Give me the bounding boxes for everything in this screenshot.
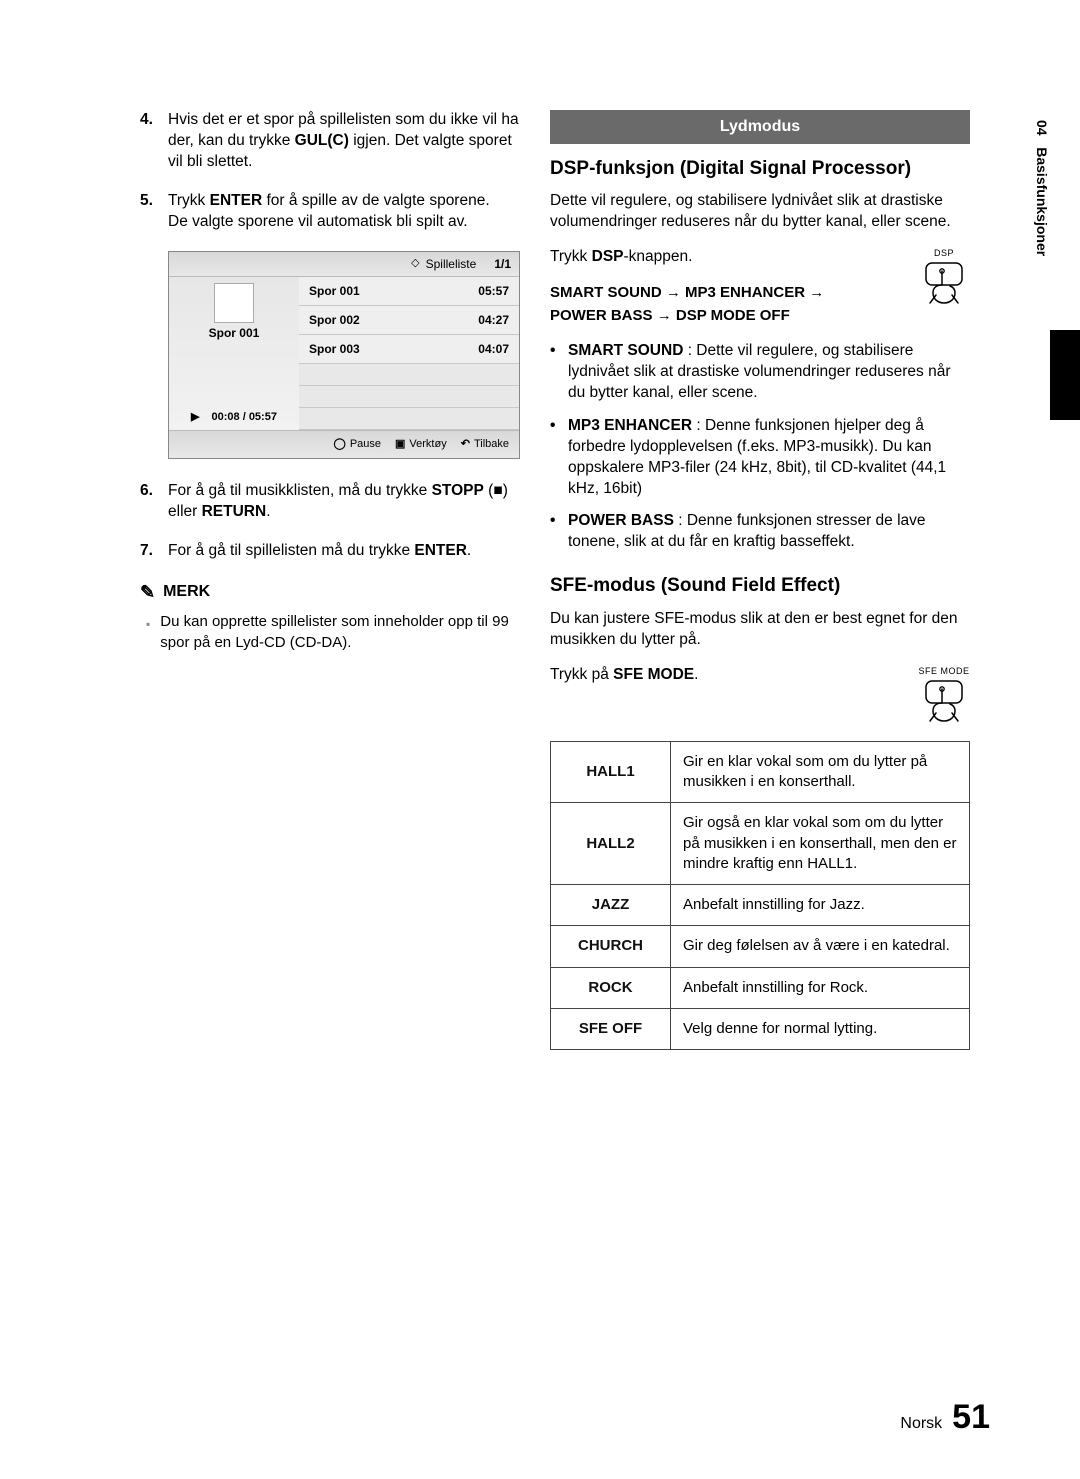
table-row: ROCKAnbefalt innstilling for Rock. — [551, 967, 970, 1008]
playlist-row: Spor 001 05:57 — [299, 277, 519, 306]
step-text: For å gå til spillelisten må du trykke E… — [168, 541, 520, 562]
back-hint: ↶Tilbake — [461, 437, 509, 452]
track-duration: 04:07 — [478, 341, 509, 357]
press-hand-icon — [918, 261, 970, 317]
mode-desc: Gir også en klar vokal som om du lytter … — [671, 803, 970, 885]
dsp-mode-item: SMART SOUND : Dette vil regulere, og sta… — [550, 341, 970, 404]
mode-key: ROCK — [551, 967, 671, 1008]
playlist-screenshot: ◇ Spilleliste 1/1 Spor 001 ▶ 00:08 / 05:… — [168, 251, 520, 460]
sfe-button-figure: SFE MODE — [918, 665, 970, 735]
mode-desc: Velg denne for normal lytting. — [671, 1008, 970, 1049]
table-row: HALL2Gir også en klar vokal som om du ly… — [551, 803, 970, 885]
step-4: 4. Hvis det er et spor på spillelisten s… — [140, 110, 520, 173]
note-icon: ✎ — [140, 580, 155, 604]
mode-desc: Gir en klar vokal som om du lytter på mu… — [671, 741, 970, 803]
playlist-row: Spor 002 04:27 — [299, 306, 519, 335]
mode-key: CHURCH — [551, 926, 671, 967]
side-black-tab — [1050, 330, 1080, 420]
track-name: Spor 002 — [309, 312, 360, 328]
mode-desc: Anbefalt innstilling for Rock. — [671, 967, 970, 1008]
step-number: 7. — [140, 541, 168, 562]
table-row: CHURCHGir deg følelsen av å være i en ka… — [551, 926, 970, 967]
step-5: 5. Trykk ENTER for å spille av de valgte… — [140, 191, 520, 233]
playlist-row-empty — [299, 408, 519, 430]
note-item: ▪ Du kan opprette spillelister som inneh… — [146, 612, 520, 653]
track-duration: 04:27 — [478, 312, 509, 328]
step-number: 6. — [140, 481, 168, 523]
dsp-button-label: DSP — [918, 247, 970, 259]
step-number: 4. — [140, 110, 168, 173]
page-number: 51 — [952, 1398, 990, 1437]
playlist-tracks: Spor 001 05:57 Spor 002 04:27 Spor 003 0… — [299, 277, 519, 431]
dsp-heading: DSP-funksjon (Digital Signal Processor) — [550, 156, 970, 182]
dsp-button-figure: DSP — [918, 247, 970, 317]
play-icon: ▶ — [191, 410, 199, 425]
footer-lang: Norsk — [900, 1415, 942, 1433]
playlist-footer: ◯Pause ▣Verktøy ↶Tilbake — [169, 430, 519, 458]
current-track: Spor 001 — [209, 325, 260, 341]
playlist-now-playing: Spor 001 ▶ 00:08 / 05:57 — [169, 277, 299, 431]
chapter-title: Basisfunksjoner — [1034, 147, 1050, 256]
track-name: Spor 001 — [309, 283, 360, 299]
playlist-row: Spor 003 04:07 — [299, 335, 519, 364]
step-number: 5. — [140, 191, 168, 233]
left-column: 4. Hvis det er et spor på spillelisten s… — [140, 110, 520, 1050]
mode-desc: Anbefalt innstilling for Jazz. — [671, 885, 970, 926]
playlist-icon: ◇ — [411, 256, 419, 271]
dsp-press: Trykk DSP-knappen. — [550, 247, 970, 268]
mode-key: SFE OFF — [551, 1008, 671, 1049]
note-label: MERK — [163, 581, 210, 603]
note-heading: ✎ MERK — [140, 580, 520, 604]
note-text: Du kan opprette spillelister som innehol… — [160, 612, 520, 653]
mode-desc: Gir deg følelsen av å være i en katedral… — [671, 926, 970, 967]
sfe-mode-table: HALL1Gir en klar vokal som om du lytter … — [550, 741, 970, 1050]
dsp-mode-chain: SMART SOUND → MP3 ENHANCER → POWER BASS … — [550, 282, 970, 327]
dsp-mode-item: POWER BASS : Denne funksjonen stresser d… — [550, 511, 970, 553]
chapter-tab: 04 Basisfunksjoner — [1034, 120, 1050, 256]
dsp-mode-item: MP3 ENHANCER : Denne funksjonen hjelper … — [550, 416, 970, 500]
right-column: Lydmodus DSP-funksjon (Digital Signal Pr… — [550, 110, 970, 1050]
playlist-count: 1/1 — [494, 256, 511, 272]
tools-hint: ▣Verktøy — [395, 437, 447, 452]
mode-key: HALL2 — [551, 803, 671, 885]
playlist-header: ◇ Spilleliste 1/1 — [169, 252, 519, 277]
sfe-button-label: SFE MODE — [918, 665, 970, 677]
time-display: 00:08 / 05:57 — [212, 410, 277, 425]
steps-list-a: 4. Hvis det er et spor på spillelisten s… — [140, 110, 520, 233]
track-duration: 05:57 — [478, 283, 509, 299]
mode-key: JAZZ — [551, 885, 671, 926]
page-footer: Norsk 51 — [900, 1398, 990, 1437]
step-text: Hvis det er et spor på spillelisten som … — [168, 110, 520, 173]
playback-time: ▶ 00:08 / 05:57 — [169, 404, 299, 431]
step-7: 7. For å gå til spillelisten må du trykk… — [140, 541, 520, 562]
playlist-row-empty — [299, 386, 519, 408]
pause-hint: ◯Pause — [334, 437, 382, 452]
step-6: 6. For å gå til musikklisten, må du tryk… — [140, 481, 520, 523]
dsp-intro: Dette vil regulere, og stabilisere lydni… — [550, 191, 970, 233]
step-text: For å gå til musikklisten, må du trykke … — [168, 481, 520, 523]
step-text: Trykk ENTER for å spille av de valgte sp… — [168, 191, 520, 233]
sfe-heading: SFE-modus (Sound Field Effect) — [550, 573, 970, 599]
table-row: SFE OFFVelg denne for normal lytting. — [551, 1008, 970, 1049]
table-row: JAZZAnbefalt innstilling for Jazz. — [551, 885, 970, 926]
sfe-intro: Du kan justere SFE-modus slik at den er … — [550, 609, 970, 651]
section-badge: Lydmodus — [550, 110, 970, 144]
table-row: HALL1Gir en klar vokal som om du lytter … — [551, 741, 970, 803]
track-name: Spor 003 — [309, 341, 360, 357]
playlist-row-empty — [299, 364, 519, 386]
sfe-press: Trykk på SFE MODE. — [550, 665, 970, 686]
press-hand-icon — [918, 679, 970, 735]
dsp-mode-list: SMART SOUND : Dette vil regulere, og sta… — [550, 341, 970, 553]
mode-key: HALL1 — [551, 741, 671, 803]
chapter-number: 04 — [1034, 120, 1050, 136]
album-thumb — [214, 283, 254, 323]
bullet-icon: ▪ — [146, 616, 150, 653]
playlist-title: Spilleliste — [426, 256, 477, 272]
steps-list-b: 6. For å gå til musikklisten, må du tryk… — [140, 481, 520, 562]
